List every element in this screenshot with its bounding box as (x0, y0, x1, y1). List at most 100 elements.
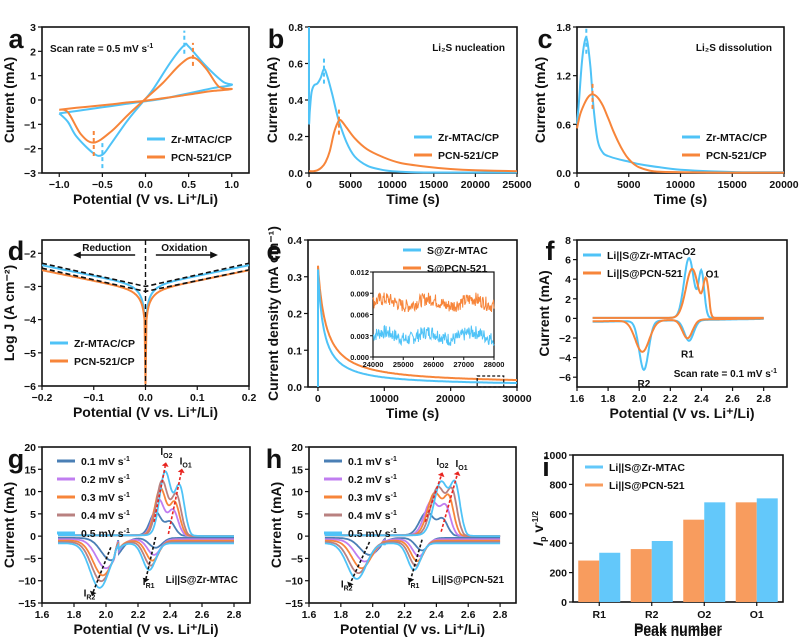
series-anodic-rate_0_5 (58, 470, 234, 537)
x-tick-label: 2.6 (461, 609, 476, 621)
y-tick-label: 1.2 (556, 71, 571, 83)
panel-f: f 1.6 1.8 2.0 2.2 2.4 2.6 2.8 −6 −4 −2 0 2 4 6 8 Potenti… (536, 235, 788, 421)
legend-label: Li||S@Zr-MTAC (607, 250, 683, 262)
y-tick-label: 6 (565, 255, 571, 267)
oxidation-arrowhead (210, 251, 218, 259)
inset-x-tick-label: 27000 (453, 360, 474, 369)
legend-label: 0.2 mV s-1 (348, 474, 397, 486)
panel-a: a −1.0 −0.5 0.0 0.5 1.0 −3 −2 −1 0 1 2 3 Potential (V… (1, 22, 250, 207)
panel-label: d (8, 236, 25, 266)
ylabel-i: I (530, 541, 546, 546)
inset-frame (372, 271, 495, 358)
x-tick-label: 2.0 (632, 393, 647, 405)
annotation: Li||S@Zr-MTAC (166, 575, 238, 586)
panel-label: g (8, 444, 25, 474)
y-tick-label: 0 (30, 531, 36, 543)
series-line-pcn (308, 118, 518, 173)
y-tick-label: −5 (24, 553, 36, 565)
legend-label: PCN-521/CP (438, 150, 499, 162)
x-tick-label: 2.4 (163, 609, 178, 621)
y-tick-label: 5 (297, 509, 303, 521)
arrow-io2-head (437, 472, 445, 478)
legend-label: 0.1 mV s-1 (348, 456, 397, 468)
legend-label: Zr-MTAC/CP (171, 134, 232, 146)
series-cathodic-rate_0_2 (324, 538, 501, 563)
arrow-ir1 (145, 536, 157, 579)
x-tick-label: 2.8 (493, 609, 508, 621)
arrow-io2 (153, 466, 166, 523)
arrow-io1 (167, 472, 182, 535)
bar-bar_pcn-O1 (735, 502, 757, 602)
series-line-pcn (576, 93, 785, 174)
x-tick-label: 2.4 (429, 609, 444, 621)
peak-current-sub: O1 (182, 462, 191, 469)
y-tick-label: −4 (24, 315, 36, 327)
y-tick-label: 0.6 (288, 59, 303, 71)
y-tick-label: 2 (30, 46, 36, 58)
x-tick-label: 2.4 (694, 393, 709, 405)
series-cathodic-rate_0_1 (324, 537, 501, 556)
peak-current-sub: R1 (411, 583, 420, 590)
x-tick-label: −0.1 (83, 392, 104, 404)
y-tick-label: 0.2 (287, 309, 302, 321)
y-tick-label: 8 (565, 235, 571, 247)
legend-label: 0.3 mV s-1 (348, 492, 397, 504)
y-tick-label: −1 (24, 119, 36, 131)
arrow-io1-head (177, 468, 185, 474)
series-cathodic-zr (592, 317, 764, 372)
y-axis-label: Current density (mA cm⁻¹) (265, 226, 281, 401)
zoom-box (476, 375, 505, 388)
y-axis-label: Current (mA) (1, 57, 17, 143)
series-line-zr (576, 36, 785, 174)
x-tick-label: 10000 (666, 179, 695, 191)
inset-x-tick-label: 28000 (484, 360, 505, 369)
x-tick-label: 2.8 (227, 609, 242, 621)
peak-current-sub: R2 (344, 585, 353, 592)
legend-label: Li||S@PCN-521 (607, 268, 683, 280)
x-tick-label: 20000 (461, 179, 490, 191)
arrow-ir1 (410, 539, 423, 579)
series-cathodic-rate_0_4 (58, 540, 234, 583)
category-label: O2 (697, 609, 711, 621)
series-cathodic-pcn (592, 317, 764, 353)
y-tick-label: 1000 (544, 450, 568, 462)
legend-label: 0.1 mV s-1 (81, 456, 130, 468)
x-tick-label: 2.6 (195, 609, 210, 621)
x-axis-label: Peak number (634, 620, 722, 636)
annotation: Li₂S dissolution (696, 43, 772, 54)
peak-current-label: IR1 (143, 577, 155, 590)
inset-series-zr (372, 324, 495, 347)
y-tick-label: 20 (291, 442, 303, 454)
x-axis-label: Time (s) (654, 191, 707, 207)
x-tick-label: 1.8 (67, 609, 82, 621)
x-tick-label: 0.0 (138, 179, 153, 191)
y-axis-label: Ip v-1/2 (530, 511, 548, 546)
y-tick-label: 0.0 (288, 168, 303, 180)
x-tick-label: 25000 (502, 179, 531, 191)
x-tick-label: 5000 (617, 179, 641, 191)
x-tick-label: 10000 (378, 179, 407, 191)
y-tick-label: 0.6 (556, 119, 571, 131)
y-tick-label: 5 (30, 509, 36, 521)
y-tick-label: 10 (291, 487, 303, 499)
peak-label: O1 (706, 269, 720, 280)
series-cathodic-rate_0_5 (58, 542, 234, 589)
series-cathodic-rate_0_3 (324, 539, 501, 570)
y-tick-label: 400 (549, 538, 567, 550)
x-tick-label: −0.5 (92, 179, 113, 191)
bar-bar_zr-O1 (756, 498, 778, 602)
y-tick-label: 0.4 (287, 235, 302, 247)
inset-y-tick-label: 0.000 (350, 353, 369, 362)
legend-label: Li||S@PCN-521 (609, 480, 685, 492)
y-axis-label: Current (mA) (268, 482, 284, 568)
y-tick-label: 10 (24, 487, 36, 499)
peak-current-sub: O1 (458, 465, 467, 472)
inset-x-tick-label: 24000 (363, 360, 384, 369)
arrow-ir2 (92, 546, 112, 593)
y-tick-label: −2 (559, 333, 571, 345)
x-tick-label: 1.6 (35, 609, 50, 621)
panel-label: b (268, 24, 285, 54)
inset: 24000 25000 26000 27000 28000 0.000 0.003 0.006… (350, 268, 504, 369)
plot-frame (572, 454, 784, 603)
series-cathodic-rate_0_1 (58, 537, 234, 562)
